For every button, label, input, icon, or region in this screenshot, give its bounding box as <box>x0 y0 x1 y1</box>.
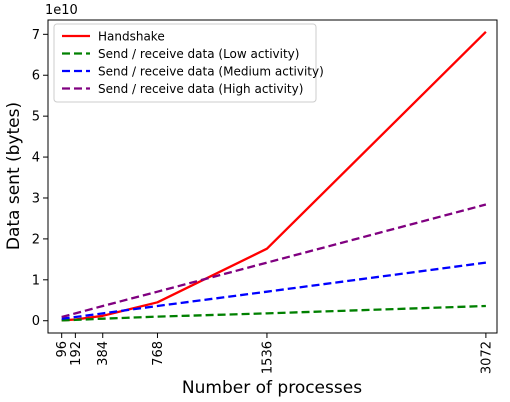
y-tick-label: 2 <box>32 232 40 247</box>
legend: Handshake Send / receive data (Low activi… <box>53 23 324 103</box>
legend-entry-label: Send / receive data (High activity) <box>98 82 303 96</box>
y-axis-offset-label: 1e10 <box>45 3 78 18</box>
y-tick-label: 3 <box>32 191 40 206</box>
x-tick-label: 384 <box>96 341 111 366</box>
y-axis-ticks: 0 1 2 3 4 5 6 7 <box>32 28 48 329</box>
y-tick-label: 7 <box>32 28 40 43</box>
y-tick-label: 5 <box>32 110 40 125</box>
y-tick-label: 0 <box>32 314 40 329</box>
legend-box <box>53 23 317 103</box>
y-tick-label: 1 <box>32 273 40 288</box>
x-axis-label: Number of processes <box>182 378 362 398</box>
series-line-2 <box>61 304 486 322</box>
series-lines <box>61 31 487 322</box>
y-tick-label: 6 <box>32 69 40 84</box>
legend-entry-label: Handshake <box>98 30 165 44</box>
x-tick-label: 192 <box>69 341 84 366</box>
legend-entry-label: Send / receive data (Medium activity) <box>98 65 324 79</box>
y-tick-label: 4 <box>32 151 40 166</box>
legend-entry-label: Send / receive data (Low activity) <box>98 47 299 61</box>
y-axis-label: Data sent (bytes) <box>4 102 24 250</box>
series-line-4 <box>61 203 487 319</box>
x-tick-label: 96 <box>55 341 70 358</box>
series-line-1 <box>61 31 487 322</box>
x-tick-label: 768 <box>151 341 166 366</box>
series-line-3 <box>61 261 487 320</box>
x-tick-label: 1536 <box>260 341 275 374</box>
plot-area-frame <box>47 19 498 334</box>
x-tick-label: 3072 <box>479 341 494 374</box>
